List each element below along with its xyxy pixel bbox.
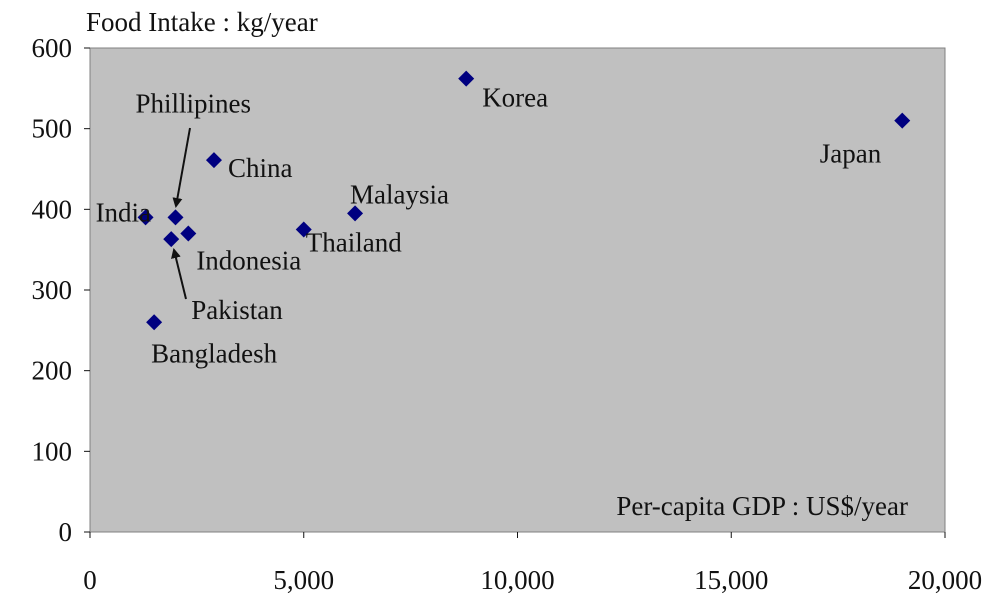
x-axis-label: Per-capita GDP : US$/year: [616, 491, 908, 521]
plot-area: [89, 47, 946, 533]
data-point: [137, 209, 154, 226]
point-label: Pakistan: [191, 295, 283, 325]
data-point: [295, 221, 312, 238]
data-point: [205, 152, 222, 169]
x-tick-label: 5,000: [273, 565, 334, 595]
data-point: [180, 225, 197, 242]
callout-arrow: [171, 248, 187, 300]
point-label: Indonesia: [196, 246, 301, 276]
y-tick-label: 600: [32, 33, 73, 63]
callout-arrows: [171, 127, 191, 300]
data-point: [458, 70, 475, 87]
x-tick-label: 20,000: [908, 565, 982, 595]
point-label: India: [96, 197, 151, 227]
x-tick-label: 10,000: [480, 565, 554, 595]
point-label: China: [228, 153, 293, 183]
y-axis-ticks: 0 100 200 300 400 500 600: [32, 33, 90, 547]
x-tick-label: 0: [83, 565, 97, 595]
data-point: [347, 205, 364, 222]
y-tick-label: 200: [32, 356, 73, 386]
x-tick-label: 15,000: [694, 565, 768, 595]
point-label: Phillipines: [136, 88, 252, 118]
y-tick-label: 300: [32, 275, 73, 305]
data-point: [146, 314, 163, 331]
point-labels: India Phillipines Pakistan Indonesia Banglad…: [96, 83, 882, 369]
y-tick-label: 100: [32, 436, 73, 466]
y-axis-label: Food Intake : kg/year: [86, 7, 318, 37]
data-point: [894, 112, 911, 129]
y-tick-label: 500: [32, 114, 73, 144]
point-label: Malaysia: [350, 179, 449, 209]
data-point: [167, 209, 184, 226]
point-label: Thailand: [306, 228, 402, 258]
x-axis-ticks: 0 5,000 10,000 15,000 20,000: [83, 532, 982, 595]
data-points: [137, 70, 911, 331]
y-tick-label: 0: [59, 517, 73, 547]
y-tick-label: 400: [32, 194, 73, 224]
point-label: Korea: [482, 83, 548, 113]
point-label: Japan: [820, 139, 882, 169]
point-label: Bangladesh: [151, 338, 277, 368]
callout-arrow: [172, 127, 191, 208]
data-point: [163, 231, 180, 248]
